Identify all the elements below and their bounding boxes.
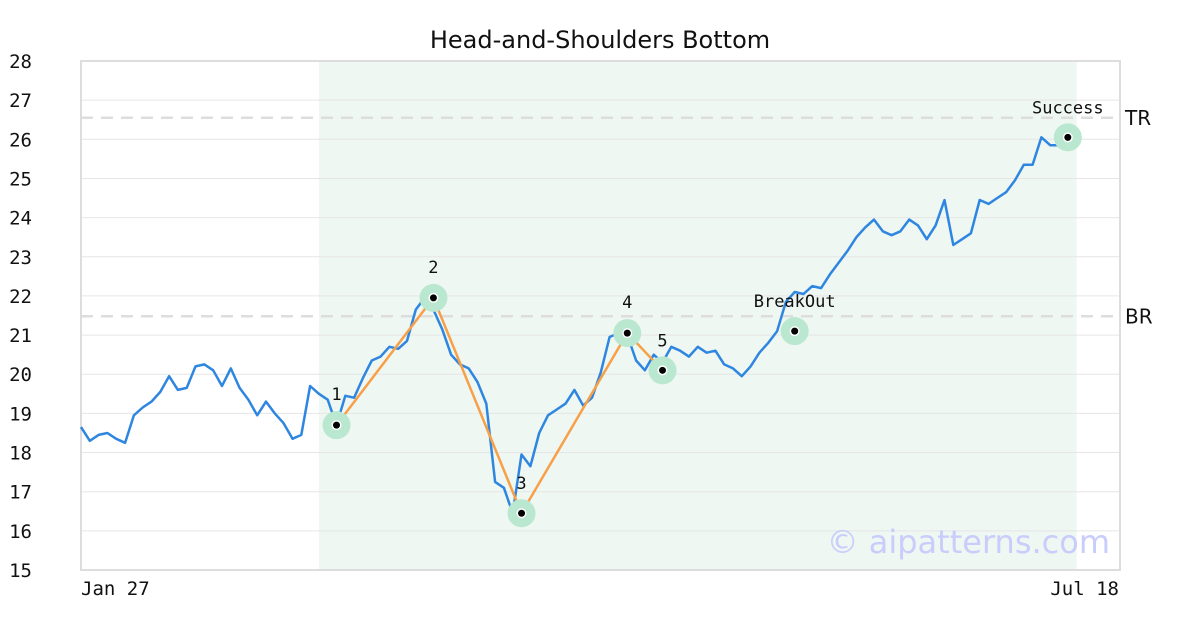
y-tick-label: 28 <box>9 51 32 73</box>
pattern-point-dot <box>659 366 667 374</box>
pattern-point-label: 5 <box>657 331 667 351</box>
pattern-point-label: 3 <box>516 474 526 494</box>
grid-lines <box>81 60 1120 571</box>
pattern-markers: 1 2 3 4 5 BreakOut Success <box>322 98 1104 528</box>
level-label: TR <box>1124 106 1151 130</box>
y-tick-label: 25 <box>9 168 32 190</box>
event-point-label: Success <box>1032 98 1104 118</box>
y-axis-ticks: 15 16 17 18 19 20 21 22 23 24 25 26 27 28 <box>9 51 32 582</box>
x-axis-ticks: Jan 27 Jul 18 <box>81 578 1119 600</box>
chart-title: Head-and-Shoulders Bottom <box>430 26 770 54</box>
y-tick-label: 23 <box>9 247 32 269</box>
watermark: © aipatterns.com <box>827 523 1110 561</box>
y-tick-label: 22 <box>9 286 32 308</box>
y-tick-label: 27 <box>9 90 32 112</box>
pattern-point-dot <box>429 294 437 302</box>
event-point-dot <box>791 327 799 335</box>
plot-frame <box>80 60 1121 571</box>
y-tick-label: 26 <box>9 129 32 151</box>
price-line <box>79 136 1059 515</box>
y-tick-label: 18 <box>9 443 32 465</box>
y-tick-label: 16 <box>9 521 32 543</box>
pattern-point-label: 4 <box>622 293 632 313</box>
pattern-point-dot <box>623 329 631 337</box>
y-tick-label: 21 <box>9 325 32 347</box>
event-point-dot <box>1064 133 1072 141</box>
y-tick-label: 19 <box>9 403 32 425</box>
level-label: BR <box>1125 304 1153 328</box>
pattern-point-dot <box>333 421 341 429</box>
level-lines: TR BR <box>81 106 1153 328</box>
event-point-label: BreakOut <box>754 292 836 312</box>
x-tick-label: Jul 18 <box>1050 578 1119 600</box>
y-tick-label: 15 <box>9 560 32 582</box>
y-tick-label: 24 <box>9 208 32 230</box>
y-tick-label: 17 <box>9 482 32 504</box>
y-tick-label: 20 <box>9 364 32 386</box>
pattern-point-label: 1 <box>331 385 341 405</box>
pattern-point-label: 2 <box>428 258 438 278</box>
x-tick-label: Jan 27 <box>81 578 150 600</box>
pattern-point-dot <box>518 509 526 517</box>
